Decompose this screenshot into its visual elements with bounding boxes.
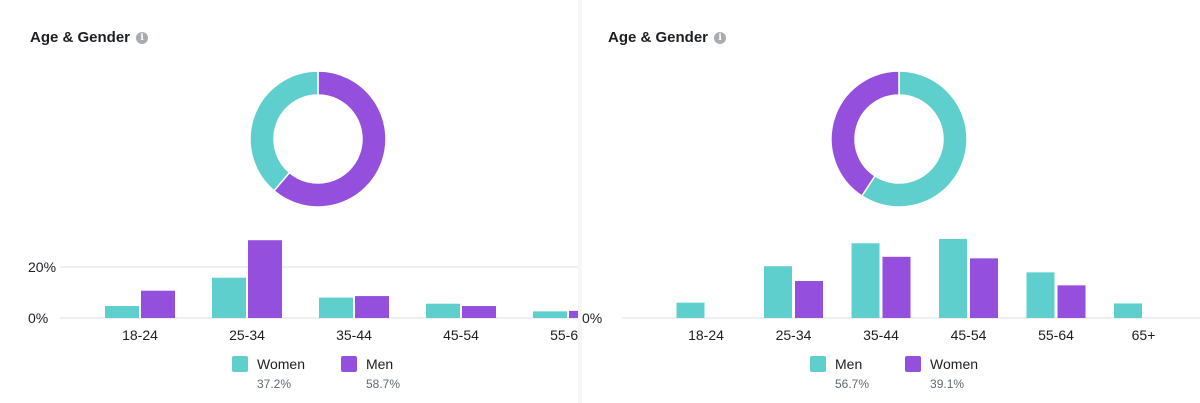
x-tick-label: 45-54 — [443, 327, 479, 343]
bar-women — [1057, 285, 1086, 318]
panel-title-text: Age & Gender — [30, 29, 131, 46]
y-tick-label: 20% — [28, 259, 56, 275]
legend-percent: 58.7% — [365, 377, 401, 391]
age-gender-chart-left: 20% 0% 18-24 25-34 35-44 45-54 55-64 — [28, 70, 578, 343]
legend-swatch — [905, 356, 922, 372]
info-icon[interactable]: i — [136, 31, 149, 44]
legend-swatch — [232, 356, 248, 372]
bar-men — [141, 290, 175, 318]
legend-percent: 39.1% — [930, 377, 965, 391]
legend-swatch — [810, 356, 826, 372]
legend-percent: 37.2% — [257, 377, 292, 391]
legend: Women 37.2% Men 58.7% — [232, 356, 400, 391]
bar-men — [355, 296, 389, 318]
x-tick-label: 55-64 — [550, 327, 578, 343]
bar-women — [426, 303, 460, 318]
x-tick-label: 25-34 — [229, 327, 265, 343]
x-tick-label: 45-54 — [951, 327, 987, 343]
y-tick-label: 0% — [28, 310, 48, 326]
bar-women — [533, 311, 567, 318]
legend: Men 56.7% Women 39.1% — [810, 356, 978, 391]
panel-title: Age & Gender i — [30, 29, 149, 46]
bar-women — [970, 258, 998, 318]
bar-women — [212, 277, 246, 318]
bar-men — [1026, 272, 1055, 318]
donut-slice-women — [249, 70, 319, 192]
bar-men — [462, 306, 496, 318]
legend-item[interactable]: Men 58.7% — [340, 356, 401, 391]
legend-label: Women — [257, 356, 305, 372]
bar-women — [105, 306, 139, 318]
legend-label: Men — [835, 356, 863, 372]
panel-title-text: Age & Gender — [608, 29, 709, 46]
x-tick-label: 18-24 — [688, 327, 724, 343]
x-tick-label: 35-44 — [863, 327, 899, 343]
legend-percent: 56.7% — [835, 377, 870, 391]
age-gender-chart-right: 0% 18-24 25-34 35-44 45-54 55-64 65+ — [582, 70, 1200, 343]
bar-women — [882, 256, 911, 318]
donut-slice-men — [860, 70, 968, 208]
legend-swatch — [340, 356, 357, 372]
x-tick-label: 18-24 — [122, 327, 158, 343]
y-tick-label: 0% — [582, 310, 602, 326]
bar-men — [1114, 303, 1142, 318]
bar-men — [764, 266, 792, 318]
bar-men — [569, 310, 578, 318]
x-tick-label: 25-34 — [776, 327, 812, 343]
donut-slice-women — [830, 70, 900, 198]
panel-title: Age & Gender i — [608, 29, 727, 46]
info-icon[interactable]: i — [714, 31, 727, 44]
bar-women — [795, 281, 823, 318]
legend-item[interactable]: Men 56.7% — [810, 356, 869, 391]
legend-item[interactable]: Women 39.1% — [905, 356, 978, 391]
x-tick-label: 35-44 — [336, 327, 372, 343]
legend-item[interactable]: Women 37.2% — [232, 356, 305, 391]
donut-slice-men — [272, 70, 387, 208]
bar-men — [676, 302, 705, 318]
legend-label: Men — [365, 356, 394, 372]
bar-men — [851, 243, 880, 318]
bar-women — [319, 297, 353, 318]
x-tick-label: 65+ — [1132, 327, 1156, 343]
legend-label: Women — [930, 356, 979, 372]
x-tick-label: 55-64 — [1038, 327, 1074, 343]
bar-men — [248, 240, 282, 318]
age-gender-panel-left: Age & Gender i 20% 0% 18-24 25-34 35-44 45-54… — [0, 0, 578, 403]
age-gender-panel-right: Age & Gender i 0% 18-24 25-34 35-44 45-54 55-… — [582, 0, 1200, 403]
bar-men — [939, 238, 967, 318]
